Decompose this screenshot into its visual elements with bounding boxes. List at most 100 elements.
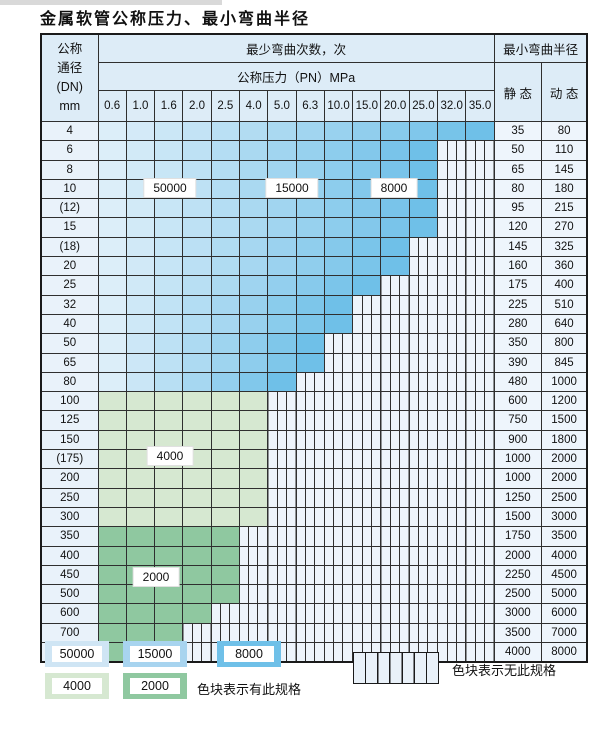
spec-cell	[210, 140, 240, 161]
spec-cell	[380, 236, 410, 258]
no-spec-cell	[380, 487, 410, 508]
no-spec-cell	[267, 526, 297, 547]
no-spec-cell	[295, 391, 325, 412]
spec-cell	[238, 275, 269, 296]
pressure-col-header-2.0: 2.0	[182, 90, 212, 122]
spec-cell	[267, 333, 297, 354]
cycle-count-label-15000: 15000	[266, 179, 318, 197]
spec-cell	[295, 159, 325, 180]
no-spec-cell	[323, 410, 354, 431]
no-spec-cell	[408, 468, 439, 489]
spec-cell	[182, 487, 212, 508]
spec-cell	[267, 352, 297, 373]
spec-cell	[97, 622, 127, 644]
min-bend-radius-header: 最小弯曲半径	[493, 33, 588, 63]
no-spec-cell	[465, 410, 495, 431]
spec-cell	[380, 120, 410, 142]
no-spec-cell	[437, 313, 467, 335]
spec-cell	[238, 506, 269, 528]
no-spec-cell	[437, 603, 467, 624]
page-title: 金属软管公称压力、最小弯曲半径	[40, 9, 311, 28]
no-spec-cell	[295, 449, 325, 470]
static-radius-cell: 3500	[493, 622, 542, 644]
no-spec-cell	[437, 449, 467, 470]
spec-cell	[238, 236, 269, 258]
spec-cell	[380, 217, 410, 238]
spec-cell	[238, 198, 269, 219]
spec-cell	[154, 584, 184, 605]
no-spec-cell	[295, 468, 325, 489]
spec-cell	[323, 313, 354, 335]
spec-cell	[97, 217, 127, 238]
no-spec-cell	[408, 603, 439, 624]
no-spec-cell	[380, 468, 410, 489]
no-spec-cell	[295, 371, 325, 393]
spec-cell	[97, 506, 127, 528]
no-spec-cell	[323, 564, 354, 586]
no-spec-cell	[465, 603, 495, 624]
spec-cell	[182, 275, 212, 296]
dn-cell: 25	[40, 275, 99, 296]
dn-cell: 400	[40, 545, 99, 566]
spec-cell	[182, 294, 212, 315]
no-spec-cell	[210, 622, 240, 644]
pressure-col-header-0.6: 0.6	[97, 90, 127, 122]
dynamic-header: 动 态	[540, 62, 588, 122]
dynamic-radius-cell: 640	[540, 313, 588, 335]
spec-cell	[154, 429, 184, 451]
no-spec-cell	[465, 313, 495, 335]
spec-cell	[97, 256, 127, 277]
no-spec-text: 色块表示无此规格	[452, 663, 557, 678]
spec-cell	[323, 140, 354, 161]
no-spec-cell	[267, 391, 297, 412]
spec-cell	[352, 256, 382, 277]
dn-cell: 15	[40, 217, 99, 238]
dn-header-line: 通径	[57, 61, 83, 75]
pressure-col-header-32.0: 32.0	[437, 90, 467, 122]
spec-cell	[323, 256, 354, 277]
no-spec-cell	[352, 429, 382, 451]
dn-cell: (12)	[40, 198, 99, 219]
no-spec-cell	[380, 371, 410, 393]
no-spec-cell	[437, 622, 467, 644]
spec-cell	[154, 352, 184, 373]
spec-cell	[238, 391, 269, 412]
no-spec-cell	[295, 410, 325, 431]
static-radius-cell: 2500	[493, 584, 542, 605]
spec-cell	[125, 313, 156, 335]
dn-cell: 50	[40, 333, 99, 354]
legend-swatch-label: 4000	[52, 678, 102, 694]
spec-cell	[210, 410, 240, 431]
no-spec-cell	[437, 140, 467, 161]
no-spec-cell	[352, 410, 382, 431]
spec-cell	[97, 198, 127, 219]
spec-cell	[154, 545, 184, 566]
table-row-dn-450: 450 2250 4500	[40, 564, 588, 586]
dn-cell: 32	[40, 294, 99, 315]
dynamic-radius-cell: 80	[540, 120, 588, 142]
spec-cell	[125, 256, 156, 277]
static-radius-cell: 2000	[493, 545, 542, 566]
spec-cell	[97, 429, 127, 451]
spec-cell	[295, 120, 325, 142]
spec-cell	[97, 275, 127, 296]
spec-cell	[210, 275, 240, 296]
table-row-dn-200: 200 1000 2000	[40, 468, 588, 489]
scan-artifact-strip	[0, 0, 222, 5]
no-spec-cell	[182, 622, 212, 644]
spec-cell	[154, 622, 184, 644]
spec-cell	[154, 256, 184, 277]
no-spec-cell	[295, 429, 325, 451]
no-spec-cell	[323, 468, 354, 489]
dynamic-radius-cell: 2500	[540, 487, 588, 508]
no-spec-cell	[352, 584, 382, 605]
dn-cell: 300	[40, 506, 99, 528]
no-spec-cell	[380, 294, 410, 315]
spec-cell	[408, 217, 439, 238]
dn-header-cell: 公称 通径 (DN) mm	[40, 33, 99, 122]
spec-cell	[210, 236, 240, 258]
table-body: 4 35 80 6 50 110 8 65 145 10 80 180 (12) 95 215 15 120 27…	[40, 120, 588, 663]
no-spec-cell	[380, 449, 410, 470]
spec-cell	[210, 371, 240, 393]
static-radius-cell: 65	[493, 159, 542, 180]
